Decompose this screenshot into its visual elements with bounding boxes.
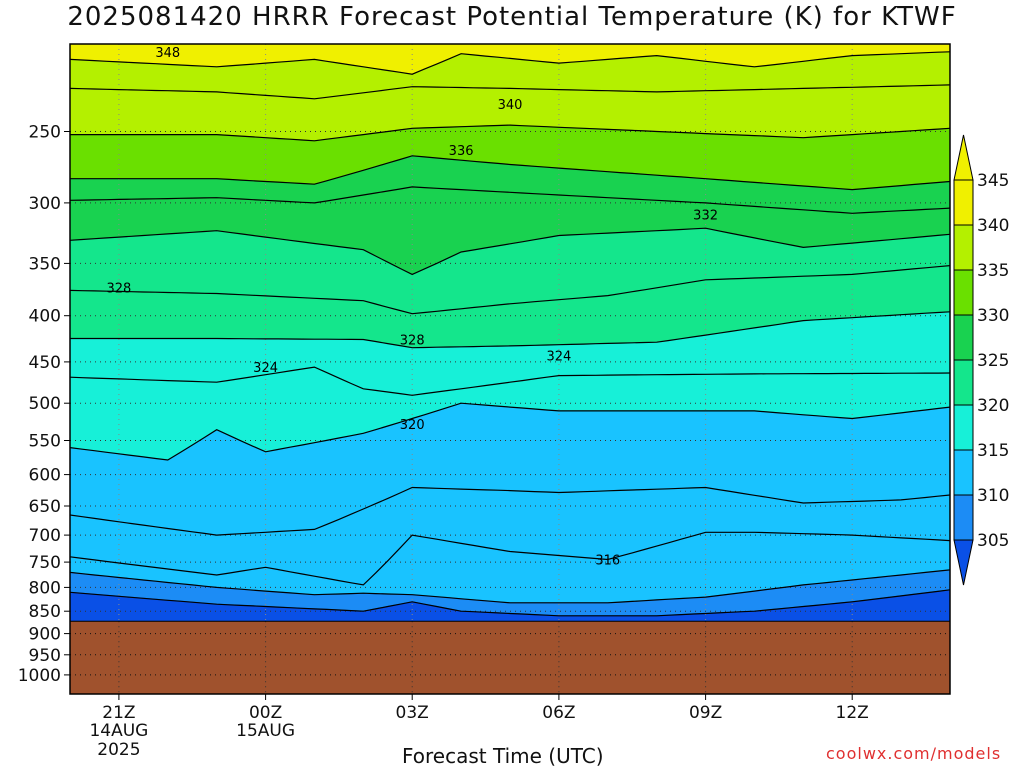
isentrope-338 (70, 124, 950, 142)
chart-title: 2025081420 HRRR Forecast Potential Tempe… (67, 2, 957, 32)
colorbar-swatch-320 (953, 404, 974, 451)
y-tick-label-850: 850 (29, 602, 61, 622)
isentrope-334 (70, 155, 950, 191)
y-tick-label-700: 700 (29, 526, 61, 546)
colorbar-label-335: 335 (977, 261, 1009, 281)
y-tick-label-800: 800 (29, 578, 61, 598)
y-tick-label-400: 400 (29, 307, 61, 327)
y-tick-label-500: 500 (29, 394, 61, 414)
isentrope-332 (70, 186, 950, 214)
contour-label-336: 336 (449, 144, 474, 159)
contour-label-328: 328 (400, 334, 425, 349)
isentrope-330 (70, 227, 950, 276)
colorbar-label-325: 325 (977, 351, 1009, 371)
x-tick-label-09Z: 09Z (689, 703, 722, 723)
colorbar-swatch-335 (953, 269, 974, 316)
x-tick-label-21Z: 21Z (102, 703, 135, 723)
colorbar-label-345: 345 (977, 171, 1009, 191)
colorbar-swatch-330 (953, 314, 974, 361)
x-tick-sublabel-14AUG: 14AUG (89, 721, 148, 741)
colorbar-label-315: 315 (977, 441, 1009, 461)
contour-label-348: 348 (155, 46, 180, 61)
terrain-layer (70, 620, 950, 694)
contour-label-332: 332 (693, 209, 718, 224)
colorbar: 345 340 335 330 325 320 315 310 305 (953, 134, 1009, 586)
x-tick-label-06Z: 06Z (542, 703, 575, 723)
isentrope-346 (70, 51, 950, 75)
x-axis-label: Forecast Time (UTC) (402, 744, 604, 768)
y-axis: 250 300 350 400 450 500 550 600 650 700 750 800 850 9… (18, 123, 70, 686)
contour-label-340: 340 (498, 98, 523, 113)
y-tick-label-600: 600 (29, 466, 61, 486)
x-tick-label-00Z: 00Z (249, 703, 282, 723)
y-tick-label-750: 750 (29, 553, 61, 573)
y-tick-label-1000: 1000 (18, 666, 61, 686)
credit-link[interactable]: coolwx.com/models (826, 744, 1002, 763)
contour-label-328: 328 (106, 281, 131, 296)
isentrope-contours (70, 51, 950, 617)
isentrope-326 (70, 311, 950, 349)
isentrope-342 (70, 84, 950, 100)
colorbar-label-320: 320 (977, 396, 1009, 416)
isentrope-316 (70, 531, 950, 586)
contour-label-320: 320 (400, 418, 425, 433)
x-tick-sublabel-2025: 2025 (97, 740, 140, 760)
isentrope-320 (70, 402, 950, 461)
x-tick-label-12Z: 12Z (836, 703, 869, 723)
y-tick-label-350: 350 (29, 254, 61, 274)
contour-label-324: 324 (546, 350, 571, 365)
colorbar-swatch-325 (953, 359, 974, 406)
isentrope-318 (70, 486, 950, 536)
isentrope-314 (70, 569, 950, 604)
y-tick-label-450: 450 (29, 353, 61, 373)
colorbar-swatch-315 (953, 449, 974, 496)
y-tick-label-250: 250 (29, 123, 61, 143)
contour-label-324: 324 (253, 361, 278, 376)
x-tick-sublabel-15AUG: 15AUG (236, 721, 295, 741)
isentrope-324 (70, 366, 950, 396)
colorbar-label-305: 305 (977, 531, 1009, 551)
y-tick-label-900: 900 (29, 625, 61, 645)
colorbar-swatch-340 (953, 224, 974, 271)
plot-frame (69, 43, 951, 695)
y-tick-label-300: 300 (29, 194, 61, 214)
colorbar-label-310: 310 (977, 486, 1009, 506)
terrain-fill (70, 621, 950, 694)
colorbar-label-340: 340 (977, 216, 1009, 236)
colorbar-swatch-310 (953, 494, 974, 541)
y-tick-label-550: 550 (29, 432, 61, 452)
y-tick-label-650: 650 (29, 497, 61, 517)
contour-label-316: 316 (595, 554, 620, 569)
y-tick-label-950: 950 (29, 646, 61, 666)
contour-labels: 348 340 336 332 328 328 324 324 320 316 (106, 46, 718, 569)
isentrope-312 (70, 589, 950, 617)
isentrope-328 (70, 265, 950, 315)
colorbar-label-330: 330 (977, 306, 1009, 326)
colorbar-swatch-345 (953, 179, 974, 226)
colorbar-top-arrow (953, 134, 974, 181)
x-tick-label-03Z: 03Z (396, 703, 429, 723)
colorbar-bottom-arrow (953, 539, 974, 586)
